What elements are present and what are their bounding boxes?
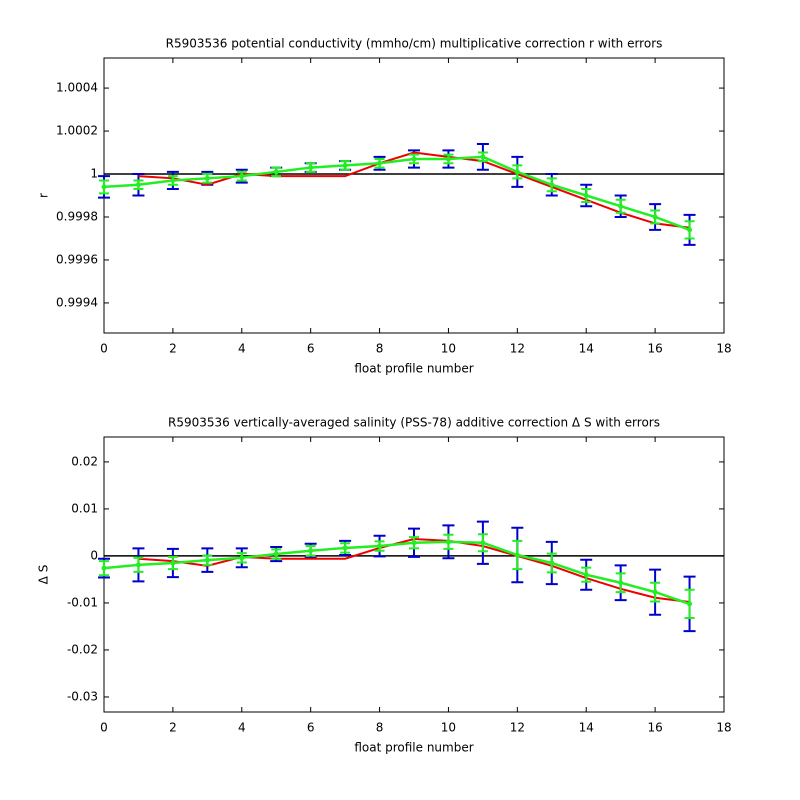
data-point [273,551,279,557]
data-point [549,560,555,566]
data-point [411,540,417,546]
y-axis-label: Δ S [37,565,51,585]
data-point [170,560,176,566]
data-point [170,177,176,183]
x-tick-label: 10 [441,721,456,735]
data-point [514,552,520,558]
plot-area [103,436,725,713]
data-point [514,169,520,175]
data-point [652,214,658,220]
x-tick-label: 2 [169,342,177,356]
chart-title: R5903536 vertically-averaged salinity (P… [168,416,660,430]
data-point [204,175,210,181]
data-point [101,184,107,190]
data-point [308,548,314,554]
y-tick-label: -0.03 [67,689,98,703]
data-point [342,162,348,168]
data-point [618,203,624,209]
y-tick-label: 1.0002 [56,124,98,138]
x-tick-label: 16 [647,342,662,356]
y-tick-label: -0.01 [67,595,98,609]
data-point [549,182,555,188]
data-point [687,227,693,233]
data-point [652,589,658,595]
x-tick-label: 0 [100,721,108,735]
data-point [377,160,383,166]
data-point [239,173,245,179]
y-tick-label: -0.02 [67,642,98,656]
x-tick-label: 4 [238,342,246,356]
y-tick-label: 0.9996 [56,252,98,266]
chart-title: R5903536 potential conductivity (mmho/cm… [166,37,663,51]
y-tick-label: 1.0004 [56,81,98,95]
data-line [103,155,690,232]
x-axis-label: float profile number [354,362,473,376]
x-tick-label: 8 [376,342,384,356]
data-point [239,555,245,561]
x-tick-label: 12 [510,342,525,356]
x-tick-label: 10 [441,342,456,356]
plot-area [103,57,725,334]
data-point [342,545,348,551]
data-point [618,580,624,586]
data-point [480,540,486,546]
y-tick-label: 0.9998 [56,209,98,223]
y-tick-label: 0.01 [71,501,98,515]
x-axis-label: float profile number [354,741,473,755]
x-tick-label: 8 [376,721,384,735]
x-tick-label: 6 [307,342,315,356]
x-tick-label: 14 [579,342,594,356]
data-point [411,156,417,162]
data-point [204,557,210,563]
y-tick-label: 1 [90,167,98,181]
x-tick-label: 14 [579,721,594,735]
data-point [445,156,451,162]
data-point [583,572,589,578]
data-point [583,193,589,198]
data-point [101,565,107,571]
x-tick-label: 2 [169,721,177,735]
y-tick-label: 0.02 [71,454,98,468]
y-tick-label: 0 [90,548,98,562]
x-tick-label: 12 [510,721,525,735]
data-point [135,182,141,188]
x-tick-label: 0 [100,342,108,356]
data-point [135,562,141,568]
data-line [103,540,690,606]
data-point [480,154,486,160]
data-point [377,543,383,549]
y-axis-label: r [37,193,51,198]
x-tick-label: 4 [238,721,246,735]
data-point [445,539,451,545]
x-tick-label: 18 [716,342,731,356]
x-tick-label: 6 [307,721,315,735]
y-tick-label: 0.9994 [56,295,98,309]
x-tick-label: 18 [716,721,731,735]
data-point [273,169,279,175]
data-point [308,165,314,171]
x-tick-label: 16 [647,721,662,735]
data-point [687,601,693,607]
